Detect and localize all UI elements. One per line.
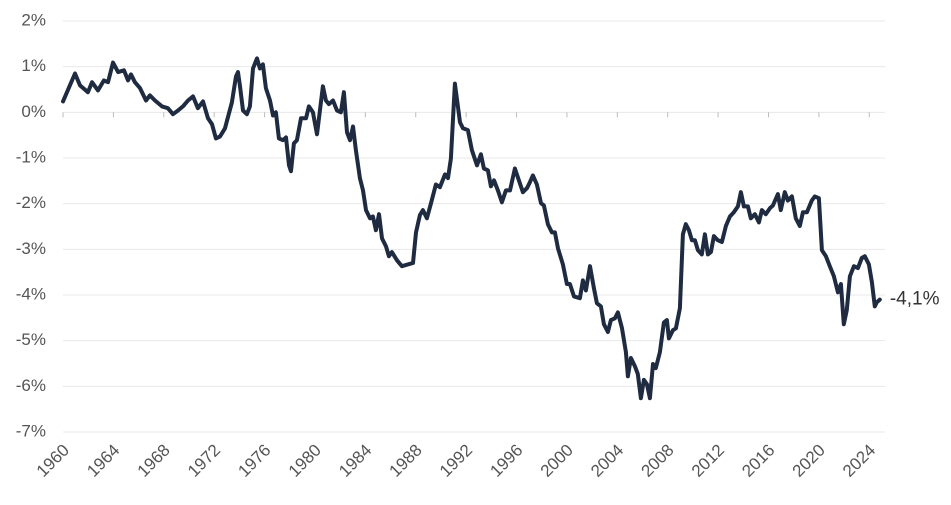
x-tick-label: 1972: [184, 441, 224, 481]
x-tick-label: 1980: [285, 441, 325, 481]
y-tick-label: 1%: [21, 56, 46, 75]
x-tick-label: 1992: [436, 441, 476, 481]
y-tick-label: 2%: [21, 10, 46, 29]
x-tick-label: 2008: [638, 441, 678, 481]
x-tick-label: 1960: [33, 441, 73, 481]
end-label: -4,1%: [890, 289, 940, 310]
y-tick-label: 0%: [21, 102, 46, 121]
y-tick-label: -6%: [16, 376, 46, 395]
x-tick-label: 2004: [587, 441, 627, 481]
data-line: [61, 56, 882, 401]
x-tick-label: 2012: [688, 441, 728, 481]
y-tick-label: -2%: [16, 193, 46, 212]
x-tick-label: 2024: [839, 441, 879, 481]
y-tick-label: -3%: [16, 239, 46, 258]
y-tick-label: -7%: [16, 421, 46, 440]
x-tick-label: 1988: [386, 441, 426, 481]
y-tick-label: -4%: [16, 284, 46, 303]
x-tick-label: 2020: [789, 441, 829, 481]
x-tick-label: 1996: [486, 441, 526, 481]
x-tick-label: 1984: [335, 441, 375, 481]
x-tick-label: 2000: [537, 441, 577, 481]
x-tick-label: 1976: [234, 441, 274, 481]
y-tick-label: -1%: [16, 147, 46, 166]
y-tick-label: -5%: [16, 330, 46, 349]
x-tick-label: 1964: [83, 441, 123, 481]
x-tick-label: 1968: [134, 441, 174, 481]
x-tick-label: 2016: [738, 441, 778, 481]
